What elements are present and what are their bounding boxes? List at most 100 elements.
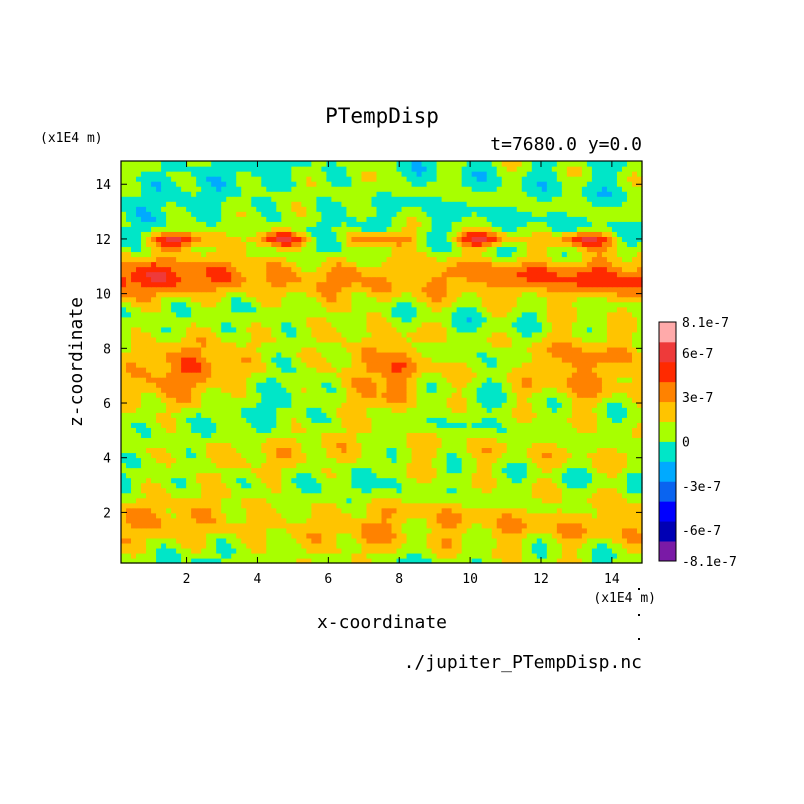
- heatmap-cell: [196, 447, 202, 454]
- heatmap-cell: [391, 552, 398, 559]
- heatmap-cell: [566, 492, 573, 499]
- heatmap-cell: [566, 417, 573, 423]
- heatmap-cell: [201, 422, 207, 428]
- heatmap-cell: [501, 532, 508, 539]
- heatmap-cell: [431, 392, 438, 398]
- heatmap-cell: [466, 372, 473, 378]
- heatmap-cell: [186, 387, 192, 393]
- heatmap-cell: [366, 522, 373, 529]
- heatmap-cell: [561, 387, 568, 393]
- heatmap-cell: [196, 377, 202, 383]
- heatmap-cell: [141, 462, 147, 469]
- heatmap-cell: [356, 382, 363, 388]
- heatmap-cell: [576, 522, 583, 529]
- heatmap-cell: [601, 527, 608, 534]
- heatmap-cell: [266, 442, 272, 449]
- heatmap-cell: [491, 412, 498, 418]
- heatmap-cell: [371, 437, 378, 444]
- heatmap-cell: [521, 522, 528, 529]
- heatmap-cell: [536, 552, 543, 559]
- heatmap-cell: [526, 336, 533, 343]
- heatmap-cell: [421, 542, 428, 549]
- heatmap-cell: [636, 382, 643, 388]
- heatmap-cell: [406, 507, 413, 514]
- heatmap-cell: [171, 417, 177, 423]
- heatmap-cell: [486, 467, 493, 474]
- heatmap-cell: [191, 427, 197, 433]
- heatmap-cell: [201, 547, 207, 554]
- heatmap-cell: [596, 331, 603, 338]
- heatmap-cell: [501, 356, 508, 363]
- heatmap-cell: [526, 346, 533, 353]
- heatmap-cell: [311, 512, 317, 519]
- heatmap-cell: [186, 547, 192, 554]
- heatmap-cell: [586, 502, 593, 509]
- heatmap-cell: [306, 507, 312, 514]
- heatmap-cell: [271, 341, 277, 348]
- heatmap-cell: [366, 407, 373, 413]
- heatmap-cell: [226, 487, 232, 494]
- heatmap-cell: [606, 542, 613, 549]
- heatmap-cell: [486, 557, 493, 564]
- heatmap-cell: [591, 532, 598, 539]
- heatmap-cell: [141, 532, 147, 539]
- heatmap-cell: [121, 517, 127, 524]
- heatmap-cell: [551, 331, 558, 338]
- heatmap-cell: [436, 512, 443, 519]
- heatmap-cell: [221, 502, 227, 509]
- heatmap-cell: [386, 492, 393, 499]
- heatmap-cell: [636, 532, 643, 539]
- heatmap-cell: [161, 392, 167, 398]
- heatmap-cell: [131, 397, 137, 403]
- heatmap-cell: [481, 402, 488, 408]
- heatmap-cell: [566, 382, 573, 388]
- heatmap-cell: [161, 407, 167, 413]
- heatmap-cell: [331, 492, 338, 499]
- heatmap-cell: [326, 392, 332, 398]
- heatmap-cell: [586, 462, 593, 469]
- heatmap-cell: [326, 537, 332, 544]
- heatmap-cell: [411, 522, 418, 529]
- heatmap-cell: [266, 472, 272, 479]
- heatmap-cell: [371, 331, 378, 338]
- heatmap-cell: [326, 502, 332, 509]
- heatmap-cell: [501, 527, 508, 534]
- heatmap-cell: [131, 432, 137, 438]
- heatmap-cell: [621, 477, 628, 484]
- heatmap-cell: [446, 557, 453, 564]
- heatmap-cell: [611, 517, 618, 524]
- heatmap-cell: [586, 407, 593, 413]
- heatmap-cell: [526, 412, 533, 418]
- heatmap-cell: [251, 527, 257, 534]
- heatmap-cell: [546, 382, 553, 388]
- heatmap-cell: [131, 387, 137, 393]
- heatmap-cell: [531, 372, 538, 378]
- heatmap-cell: [236, 492, 242, 499]
- heatmap-cell: [626, 542, 633, 549]
- heatmap-cell: [361, 437, 368, 444]
- heatmap-cell: [301, 542, 307, 549]
- heatmap-cell: [296, 477, 302, 484]
- heatmap-cell: [576, 467, 583, 474]
- heatmap-cell: [596, 517, 603, 524]
- heatmap-cell: [211, 537, 217, 544]
- heatmap-cell: [481, 502, 488, 509]
- heatmap-cell: [406, 512, 413, 519]
- heatmap-cell: [386, 547, 393, 554]
- heatmap-cell: [141, 527, 147, 534]
- heatmap-cell: [596, 487, 603, 494]
- heatmap-cell: [186, 341, 192, 348]
- heatmap-cell: [261, 422, 267, 428]
- heatmap-cell: [541, 482, 548, 489]
- heatmap-cell: [216, 362, 222, 368]
- heatmap-cell: [521, 377, 528, 383]
- heatmap-cell: [301, 462, 307, 469]
- heatmap-cell: [236, 356, 242, 363]
- heatmap-cell: [221, 547, 227, 554]
- heatmap-cell: [516, 407, 523, 413]
- heatmap-cell: [431, 507, 438, 514]
- heatmap-cell: [356, 502, 363, 509]
- heatmap-cell: [596, 502, 603, 509]
- heatmap-cell: [121, 356, 127, 363]
- heatmap-cell: [446, 507, 453, 514]
